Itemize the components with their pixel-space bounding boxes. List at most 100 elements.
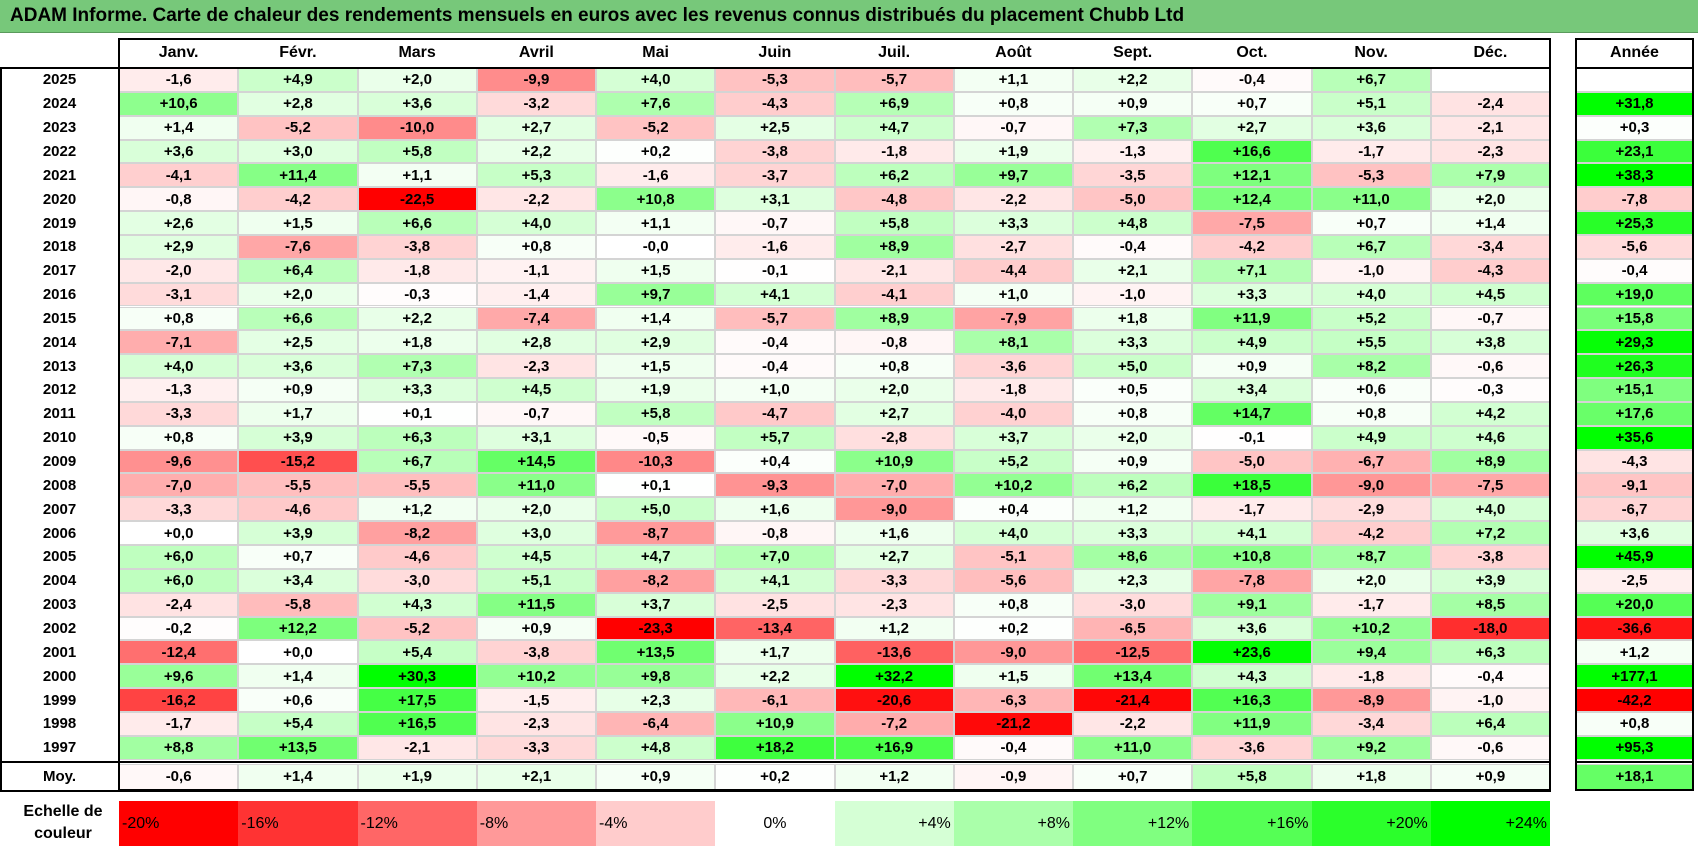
heatmap-cell: -4,1 bbox=[834, 282, 954, 307]
heatmap-cell: +18,2 bbox=[715, 735, 835, 760]
heatmap-cell: -3,4 bbox=[1430, 234, 1550, 259]
heatmap-cell: -4,3 bbox=[715, 91, 835, 116]
heatmap-cell: +2,2 bbox=[357, 306, 477, 331]
annual-cell: +29,3 bbox=[1576, 330, 1693, 355]
month-header: Mai bbox=[642, 44, 669, 61]
heatmap-cell: -2,1 bbox=[357, 735, 477, 760]
heatmap-cell: -0,4 bbox=[1073, 234, 1193, 259]
heatmap-cell: +4,0 bbox=[1311, 282, 1431, 307]
heatmap-cell: +2,7 bbox=[476, 115, 596, 140]
annual-cell: +45,9 bbox=[1576, 545, 1693, 569]
heatmap-cell: -1,0 bbox=[1311, 258, 1431, 283]
heatmap-cell: -1,7 bbox=[119, 711, 239, 736]
heatmap-cell: +2,3 bbox=[1073, 568, 1193, 593]
annual-cell: +3,6 bbox=[1576, 521, 1693, 545]
heatmap-cell: +1,2 bbox=[834, 616, 954, 641]
heatmap-cell: -2,2 bbox=[476, 187, 596, 212]
heatmap-cell: +5,3 bbox=[476, 163, 596, 188]
heatmap-cell: +9,7 bbox=[596, 282, 716, 307]
heatmap-cell: -0,3 bbox=[1430, 378, 1550, 402]
heatmap-cell: +0,8 bbox=[953, 91, 1073, 116]
heatmap-cell: +0,0 bbox=[238, 640, 358, 665]
annual-cell: +23,1 bbox=[1576, 139, 1693, 164]
heatmap-cell: +8,5 bbox=[1430, 592, 1550, 617]
heatmap-cell: +4,0 bbox=[596, 68, 716, 92]
heatmap-cell: +11,0 bbox=[476, 473, 596, 498]
heatmap-cell: +0,4 bbox=[953, 497, 1073, 522]
heatmap-cell: +0,7 bbox=[238, 545, 358, 569]
heatmap-cell: +3,9 bbox=[1430, 568, 1550, 593]
average-cell: +1,4 bbox=[238, 763, 358, 790]
year-label: 2005 bbox=[42, 548, 77, 566]
year-label: 2011 bbox=[43, 405, 76, 423]
heatmap-cell: -3,8 bbox=[715, 139, 835, 164]
heatmap-cell: -2,4 bbox=[119, 592, 239, 617]
year-label: 2001 bbox=[42, 643, 77, 661]
heatmap-cell: -0,7 bbox=[953, 115, 1073, 140]
year-label: 2016 bbox=[42, 286, 77, 304]
annual-cell: +177,1 bbox=[1576, 664, 1693, 689]
heatmap-cell: +4,3 bbox=[1192, 664, 1312, 689]
heatmap-cell: +0,4 bbox=[715, 449, 835, 474]
heatmap-cell: +3,3 bbox=[1073, 521, 1193, 545]
heatmap-cell: +1,5 bbox=[596, 354, 716, 379]
average-cell: +0,9 bbox=[1430, 763, 1550, 790]
heatmap-cell: -1,8 bbox=[834, 139, 954, 164]
heatmap-cell: +6,7 bbox=[357, 449, 477, 474]
heatmap-cell: +12,1 bbox=[1192, 163, 1312, 188]
annual-cell: +0,8 bbox=[1576, 711, 1693, 736]
annual-cell: +20,0 bbox=[1576, 592, 1693, 617]
heatmap-cell: +7,9 bbox=[1430, 163, 1550, 188]
year-label: 1997 bbox=[42, 739, 77, 757]
heatmap-cell: -3,8 bbox=[1430, 545, 1550, 569]
heatmap-cell: +2,0 bbox=[1073, 425, 1193, 450]
heatmap-cell: +4,5 bbox=[476, 378, 596, 402]
heatmap-cell: +5,0 bbox=[596, 497, 716, 522]
heatmap-cell: +14,5 bbox=[476, 449, 596, 474]
heatmap-cell: -4,3 bbox=[1430, 258, 1550, 283]
heatmap-cell: +2,0 bbox=[238, 282, 358, 307]
color-scale-swatch: +8% bbox=[953, 801, 1073, 846]
heatmap-cell: +4,5 bbox=[1430, 282, 1550, 307]
heatmap-cell: +3,8 bbox=[1430, 330, 1550, 355]
heatmap-cell: +0,6 bbox=[1311, 378, 1431, 402]
heatmap-cell: +7,3 bbox=[357, 354, 477, 379]
heatmap-cell: +0,8 bbox=[476, 234, 596, 259]
color-scale-swatch: -20% bbox=[119, 801, 239, 846]
heatmap-cell: +11,5 bbox=[476, 592, 596, 617]
heatmap-cell: +0,9 bbox=[238, 378, 358, 402]
heatmap-cell: +0,1 bbox=[596, 473, 716, 498]
average-cell: +0,9 bbox=[596, 763, 716, 790]
table-rule bbox=[0, 67, 1551, 69]
color-scale-swatch: +24% bbox=[1430, 801, 1550, 846]
heatmap-cell: -2,0 bbox=[119, 258, 239, 283]
month-header: Févr. bbox=[279, 44, 317, 61]
heatmap-cell: +16,9 bbox=[834, 735, 954, 760]
heatmap-cell: +3,6 bbox=[119, 139, 239, 164]
heatmap-cell: +0,6 bbox=[238, 688, 358, 712]
month-header: Juin bbox=[758, 44, 792, 61]
heatmap-cell: +16,3 bbox=[1192, 688, 1312, 712]
heatmap-cell: -6,5 bbox=[1073, 616, 1193, 641]
heatmap-cell: -9,9 bbox=[476, 68, 596, 92]
heatmap-cell: +4,1 bbox=[715, 568, 835, 593]
heatmap-cell: -1,8 bbox=[953, 378, 1073, 402]
heatmap-cell: -1,0 bbox=[1073, 282, 1193, 307]
heatmap-cell: +5,7 bbox=[715, 425, 835, 450]
heatmap-cell: +3,3 bbox=[357, 378, 477, 402]
heatmap-cell: -0,7 bbox=[1430, 306, 1550, 331]
heatmap-cell: -21,4 bbox=[1073, 688, 1193, 712]
heatmap-cell: +3,6 bbox=[1192, 616, 1312, 641]
heatmap-cell: -3,3 bbox=[119, 497, 239, 522]
heatmap-cell: -2,3 bbox=[476, 354, 596, 379]
heatmap-cell: +3,1 bbox=[476, 425, 596, 450]
heatmap-cell: -0,4 bbox=[1192, 68, 1312, 92]
heatmap-cell: +3,1 bbox=[715, 187, 835, 212]
heatmap-cell: -0,1 bbox=[715, 258, 835, 283]
annual-cell: +0,3 bbox=[1576, 115, 1693, 140]
heatmap-cell: +4,0 bbox=[953, 521, 1073, 545]
heatmap-cell: -0,1 bbox=[1192, 425, 1312, 450]
heatmap-cell: +5,4 bbox=[238, 711, 358, 736]
heatmap-cell: +8,1 bbox=[953, 330, 1073, 355]
heatmap-cell: +0,8 bbox=[953, 592, 1073, 617]
